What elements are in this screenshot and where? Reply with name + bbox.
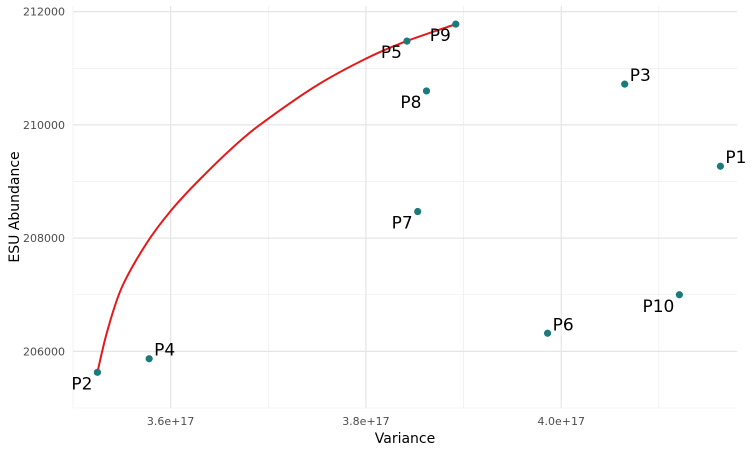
data-point-p1 <box>716 162 725 170</box>
y-tick-label: 208000 <box>23 232 65 245</box>
point-label-p10: P10 <box>642 297 674 317</box>
x-tick-label: 3.8e+17 <box>342 415 389 428</box>
x-tick-label: 3.6e+17 <box>147 415 194 428</box>
data-point-p7 <box>414 207 422 216</box>
y-axis-title: ESU Abundance <box>7 151 23 262</box>
y-tick-label: 210000 <box>23 119 65 132</box>
y-tick-label: 206000 <box>23 345 65 358</box>
x-tick-label: 4.0e+17 <box>537 415 584 428</box>
point-label-p1: P1 <box>725 148 746 168</box>
point-label-p2: P2 <box>71 374 92 394</box>
point-label-p3: P3 <box>630 66 651 86</box>
point-label-p5: P5 <box>381 43 402 63</box>
point-label-p7: P7 <box>392 214 413 234</box>
data-point-p8 <box>422 87 431 95</box>
data-point-p2 <box>93 368 102 376</box>
point-label-p8: P8 <box>400 93 421 113</box>
data-point-p10 <box>675 291 683 299</box>
x-axis-title: Variance <box>375 431 435 447</box>
data-point-p5 <box>403 37 411 45</box>
point-label-p6: P6 <box>553 315 574 335</box>
data-point-p6 <box>543 329 552 337</box>
fitted-curve-line <box>96 23 457 373</box>
data-point-p3 <box>621 80 629 88</box>
point-label-p9: P9 <box>430 26 451 46</box>
y-tick-label: 212000 <box>23 6 65 19</box>
point-label-p4: P4 <box>154 341 175 361</box>
data-point-p4 <box>145 355 153 363</box>
data-point-p9 <box>452 20 460 28</box>
